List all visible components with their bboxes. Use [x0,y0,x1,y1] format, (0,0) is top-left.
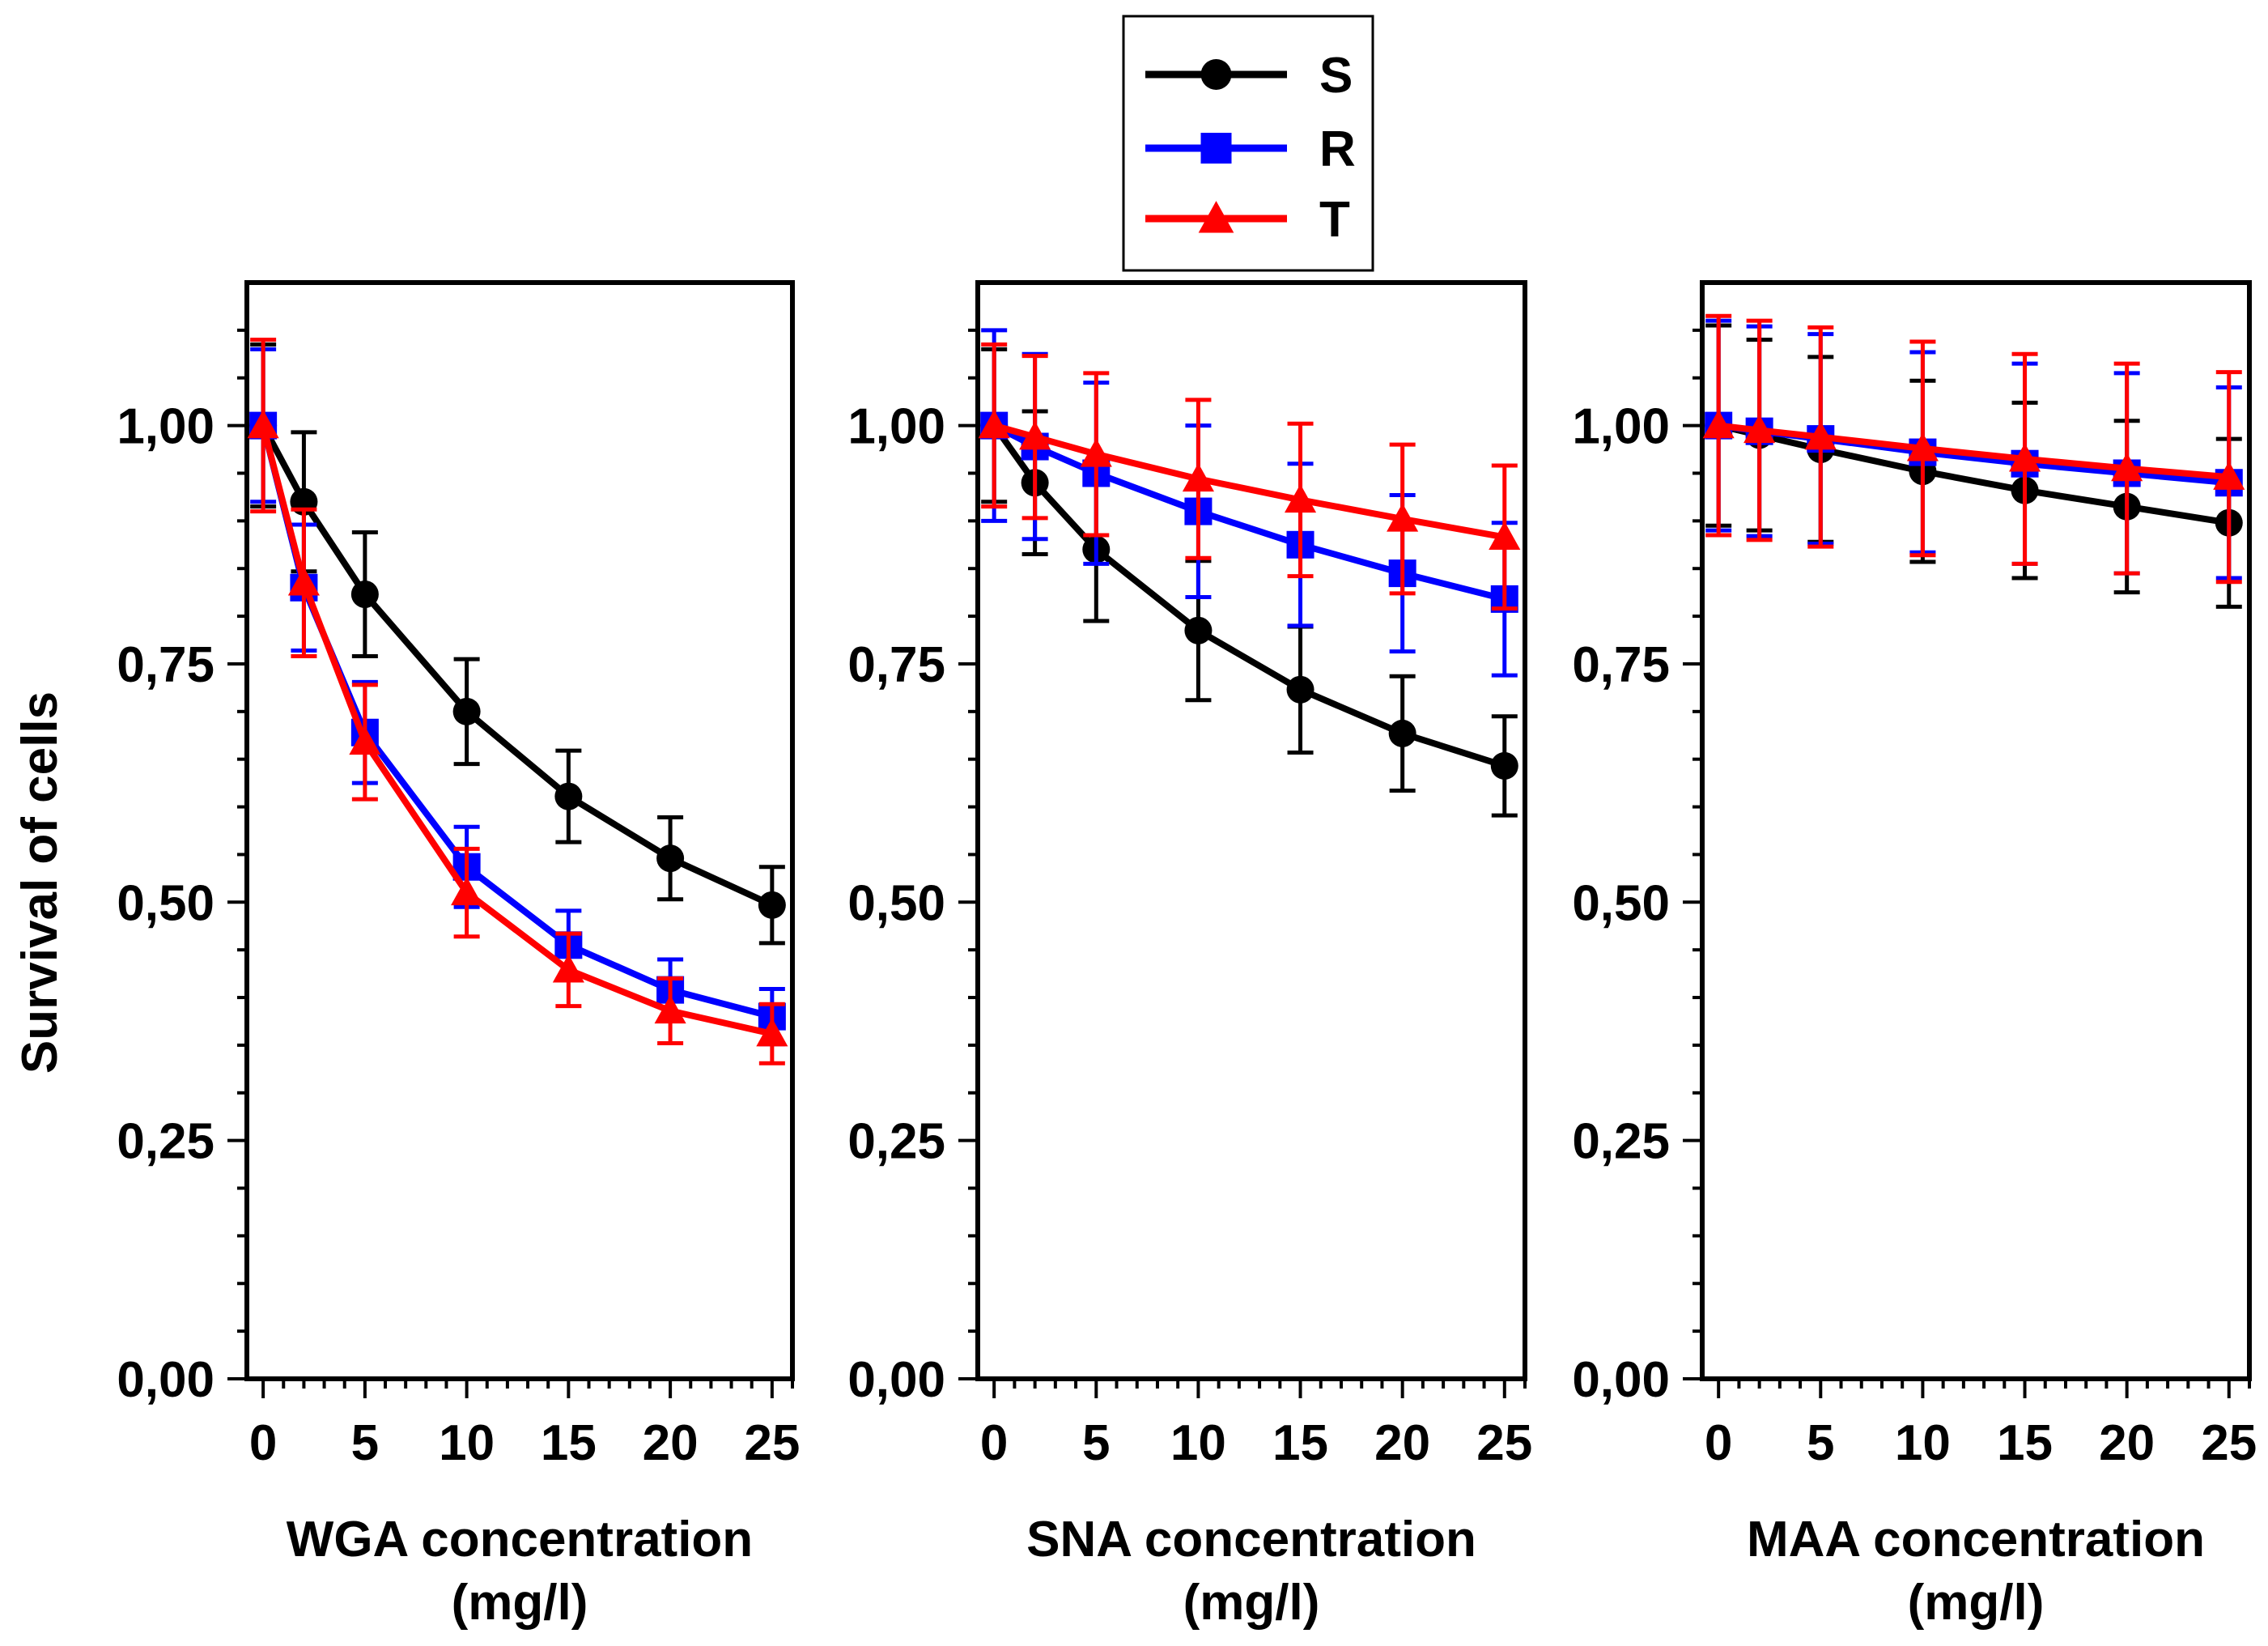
series-s [1705,323,2243,609]
x-axis-title: SNA concentration [1026,1512,1476,1567]
series-line [1718,422,2230,481]
data-point [656,844,685,873]
x-tick-label: 20 [2099,1415,2155,1471]
data-point [1702,410,1735,439]
y-tick-label: 0,00 [117,1352,214,1408]
data-point [1387,503,1419,532]
series-t [247,338,788,1065]
x-tick-label: 25 [2201,1415,2257,1471]
data-point [1906,432,1939,461]
y-tick-label: 0,00 [1572,1352,1670,1408]
data-point [1388,719,1416,747]
series-t [1702,313,2245,585]
x-axis-title: MAA concentration [1747,1512,2205,1567]
data-point [2008,443,2041,472]
series-t [978,342,1521,611]
x-tick-label: 15 [541,1415,597,1471]
series-r [1705,318,2243,581]
legend-label-t: T [1319,192,1350,248]
plot-frame [975,280,1527,1381]
series-line [991,423,1506,769]
data-point [349,725,381,755]
data-point [1804,421,1837,450]
panel-3: 0,00 0,25 0,50 0,75 1,00 0 5 10 15 20 25 MAA concen… [1572,280,2257,1631]
data-point [1080,438,1112,467]
y-tick-label: 1,00 [1572,399,1670,455]
y-tick-label: 0,75 [1572,637,1670,693]
data-point [654,994,686,1024]
x-tick-label: 20 [643,1415,699,1471]
y-tick-label: 1,00 [847,399,945,455]
x-tick-label: 0 [1705,1415,1732,1471]
data-point [756,1018,788,1047]
data-point [2213,461,2245,490]
x-axis-unit: (mg/l) [1183,1575,1320,1631]
data-point [1184,616,1213,644]
x-tick-label: 10 [1170,1415,1226,1471]
series-line [260,424,773,1037]
legend-marker-s [1200,59,1232,90]
x-tick-label: 5 [1082,1415,1110,1471]
x-tick-label: 15 [1997,1415,2053,1471]
x-tick-label: 20 [1374,1415,1430,1471]
x-tick-label: 10 [439,1415,495,1471]
y-tick-label: 0,25 [1572,1114,1670,1170]
panel-1: 0,00 0,25 0,50 0,75 1,00 0 5 10 15 20 25 WGA concen… [117,280,800,1631]
x-tick-label: 15 [1272,1415,1328,1471]
y-tick-label: 0,75 [117,637,214,693]
data-point [978,410,1010,439]
y-tick-label: 0,00 [847,1352,945,1408]
data-point [247,410,279,439]
series-r [980,328,1518,678]
y-tick-label: 0,50 [117,875,214,931]
series-line [992,423,1506,602]
legend: SRT [1122,15,1374,272]
x-axis-title: WGA concentration [287,1512,753,1567]
x-axis-unit: (mg/l) [1908,1575,2045,1631]
x-tick-label: 10 [1895,1415,1951,1471]
data-point [452,697,481,725]
series-r [249,347,786,1047]
data-point [1490,751,1518,780]
x-tick-label: 5 [1807,1415,1834,1471]
data-point [1284,483,1317,513]
data-point [758,891,786,919]
x-tick-label: 0 [980,1415,1008,1471]
data-point [350,581,379,609]
y-tick-label: 0,25 [847,1114,945,1170]
data-point [554,782,583,810]
data-point [287,567,320,596]
legend-marker-r [1200,133,1232,164]
legend-label-r: R [1319,121,1356,177]
x-tick-label: 25 [1476,1415,1532,1471]
y-tick-label: 0,50 [1572,875,1670,931]
data-point [1489,521,1521,551]
y-tick-label: 0,75 [847,637,945,693]
legend-label-s: S [1319,48,1353,104]
data-point [1182,462,1214,492]
legend-marker-t [1198,201,1234,233]
data-point [451,876,483,906]
y-axis-title: Survival of cells [12,691,68,1074]
legend-box [1122,15,1374,272]
data-point [552,954,584,983]
data-point [1286,675,1315,704]
y-tick-label: 0,25 [117,1114,214,1170]
data-point [2111,453,2143,482]
y-tick-label: 0,50 [847,875,945,931]
x-tick-label: 5 [351,1415,379,1471]
x-tick-label: 25 [744,1415,800,1471]
y-tick-label: 1,00 [117,399,214,455]
data-point [1743,414,1776,444]
x-tick-label: 0 [249,1415,277,1471]
x-axis-unit: (mg/l) [452,1575,588,1631]
data-point [1019,421,1051,450]
plot-frame [1700,280,2252,1381]
plot-frame [244,280,795,1381]
